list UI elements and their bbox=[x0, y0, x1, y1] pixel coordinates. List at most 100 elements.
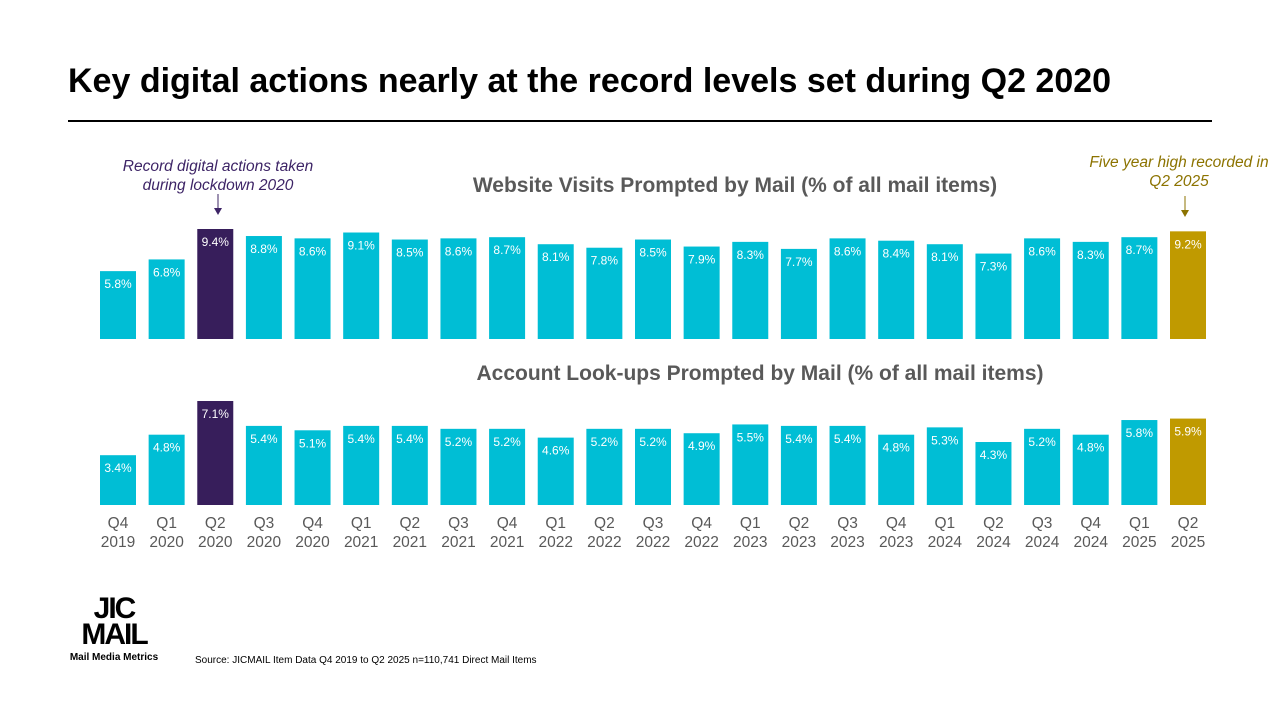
x-tick-year: 2023 bbox=[733, 534, 767, 551]
bar bbox=[100, 271, 136, 339]
data-label: 7.9% bbox=[688, 253, 716, 267]
five-year-high-annotation: Five year high recorded in Q2 2025 bbox=[1089, 153, 1268, 191]
data-label: 4.6% bbox=[542, 444, 570, 458]
bar bbox=[1072, 241, 1109, 339]
data-label: 5.8% bbox=[1126, 426, 1154, 440]
x-tick-quarter: Q3 bbox=[254, 515, 275, 532]
x-tick-quarter: Q4 bbox=[1080, 515, 1101, 532]
logo-tagline: Mail Media Metrics bbox=[69, 652, 159, 663]
data-label: 8.3% bbox=[737, 248, 765, 262]
lockdown-annotation-line2: during lockdown 2020 bbox=[142, 177, 294, 194]
data-label: 5.2% bbox=[493, 435, 521, 449]
x-tick-quarter: Q1 bbox=[934, 515, 955, 532]
bar bbox=[1170, 231, 1206, 339]
data-label: 8.5% bbox=[639, 246, 667, 260]
data-label: 7.7% bbox=[785, 255, 813, 269]
lockdown-annotation: Record digital actions taken during lock… bbox=[123, 157, 313, 195]
bar bbox=[683, 433, 720, 505]
bar bbox=[732, 424, 769, 505]
bar bbox=[683, 246, 720, 339]
website-visits-chart-title: Website Visits Prompted by Mail (% of al… bbox=[472, 174, 998, 197]
bar bbox=[1024, 428, 1061, 505]
data-label: 6.8% bbox=[153, 265, 181, 279]
x-tick-quarter: Q3 bbox=[1032, 515, 1053, 532]
x-tick-year: 2021 bbox=[490, 534, 524, 551]
jicmail-logo: JIC MAIL Mail Media Metrics bbox=[66, 594, 162, 664]
x-tick-year: 2020 bbox=[295, 534, 330, 551]
account-lookups-series: 3.4% 4.8% 7.1% 5.4% 5.1% 5.4% 5.4% 5.2% 5.2% 4.6%… bbox=[100, 401, 1206, 505]
data-label: 8.3% bbox=[1077, 248, 1105, 262]
bar bbox=[391, 425, 428, 505]
data-label: 8.8% bbox=[250, 242, 278, 256]
bar bbox=[732, 241, 769, 339]
bar bbox=[148, 259, 185, 339]
x-tick-quarter: Q2 bbox=[983, 515, 1004, 532]
data-label: 7.3% bbox=[980, 260, 1008, 274]
account-lookups-chart-title: Account Look-ups Prompted by Mail (% of … bbox=[476, 362, 1044, 385]
data-label: 8.7% bbox=[1126, 243, 1154, 257]
data-label: 8.7% bbox=[493, 243, 521, 257]
bar bbox=[245, 425, 282, 505]
bar bbox=[878, 434, 915, 505]
x-tick-year: 2022 bbox=[684, 534, 718, 551]
bar bbox=[1121, 420, 1158, 505]
data-label: 5.2% bbox=[639, 435, 667, 449]
data-label: 5.3% bbox=[931, 433, 959, 447]
x-tick-quarter: Q1 bbox=[156, 515, 177, 532]
data-label: 4.3% bbox=[980, 448, 1008, 462]
data-label: 4.8% bbox=[883, 441, 911, 455]
data-label: 7.1% bbox=[202, 407, 230, 421]
data-label: 8.1% bbox=[931, 250, 959, 264]
high-arrow bbox=[1181, 196, 1189, 217]
x-tick-quarter: Q4 bbox=[691, 515, 712, 532]
x-tick-quarter: Q4 bbox=[108, 515, 129, 532]
source-note: Source: JICMAIL Item Data Q4 2019 to Q2 … bbox=[195, 655, 537, 666]
data-label: 4.9% bbox=[688, 439, 716, 453]
bar bbox=[635, 428, 671, 505]
data-label: 7.8% bbox=[591, 254, 619, 268]
x-tick-quarter: Q3 bbox=[837, 515, 858, 532]
bar bbox=[1170, 418, 1206, 505]
high-annotation-line2: Q2 2025 bbox=[1149, 173, 1209, 190]
bar bbox=[440, 238, 477, 339]
title-divider bbox=[68, 120, 1212, 122]
bar bbox=[926, 427, 963, 505]
x-tick-year: 2022 bbox=[587, 534, 621, 551]
data-label: 9.2% bbox=[1174, 237, 1202, 251]
x-tick-year: 2025 bbox=[1171, 534, 1205, 551]
x-tick-year: 2022 bbox=[538, 534, 572, 551]
x-tick-year: 2020 bbox=[149, 534, 184, 551]
bar bbox=[440, 428, 477, 505]
bar bbox=[586, 428, 623, 505]
high-annotation-line1: Five year high recorded in bbox=[1089, 154, 1269, 171]
bar bbox=[197, 229, 234, 339]
x-tick-year: 2023 bbox=[830, 534, 864, 551]
bar bbox=[489, 237, 526, 339]
page-title: Key digital actions nearly at the record… bbox=[68, 62, 1112, 100]
data-label: 8.6% bbox=[1028, 244, 1056, 258]
bar bbox=[197, 401, 234, 505]
x-tick-year: 2021 bbox=[344, 534, 378, 551]
data-label: 5.2% bbox=[591, 435, 619, 449]
bar bbox=[780, 248, 817, 339]
x-tick-year: 2020 bbox=[198, 534, 233, 551]
x-tick-year: 2023 bbox=[879, 534, 913, 551]
bar bbox=[100, 455, 136, 505]
data-label: 5.9% bbox=[1174, 425, 1202, 439]
bar bbox=[245, 236, 282, 339]
x-tick-year: 2022 bbox=[636, 534, 670, 551]
x-tick-year: 2024 bbox=[1025, 534, 1060, 551]
data-label: 8.6% bbox=[445, 244, 473, 258]
bar bbox=[1121, 237, 1158, 339]
bar bbox=[829, 425, 866, 505]
x-tick-year: 2024 bbox=[976, 534, 1011, 551]
x-tick-quarter: Q2 bbox=[399, 515, 420, 532]
data-label: 4.8% bbox=[1077, 441, 1105, 455]
bar bbox=[294, 430, 331, 505]
data-label: 8.5% bbox=[396, 246, 424, 260]
x-tick-quarter: Q4 bbox=[302, 515, 323, 532]
data-label: 8.6% bbox=[299, 244, 327, 258]
bar bbox=[343, 232, 380, 339]
bar bbox=[878, 240, 915, 339]
lockdown-arrow bbox=[214, 194, 222, 215]
